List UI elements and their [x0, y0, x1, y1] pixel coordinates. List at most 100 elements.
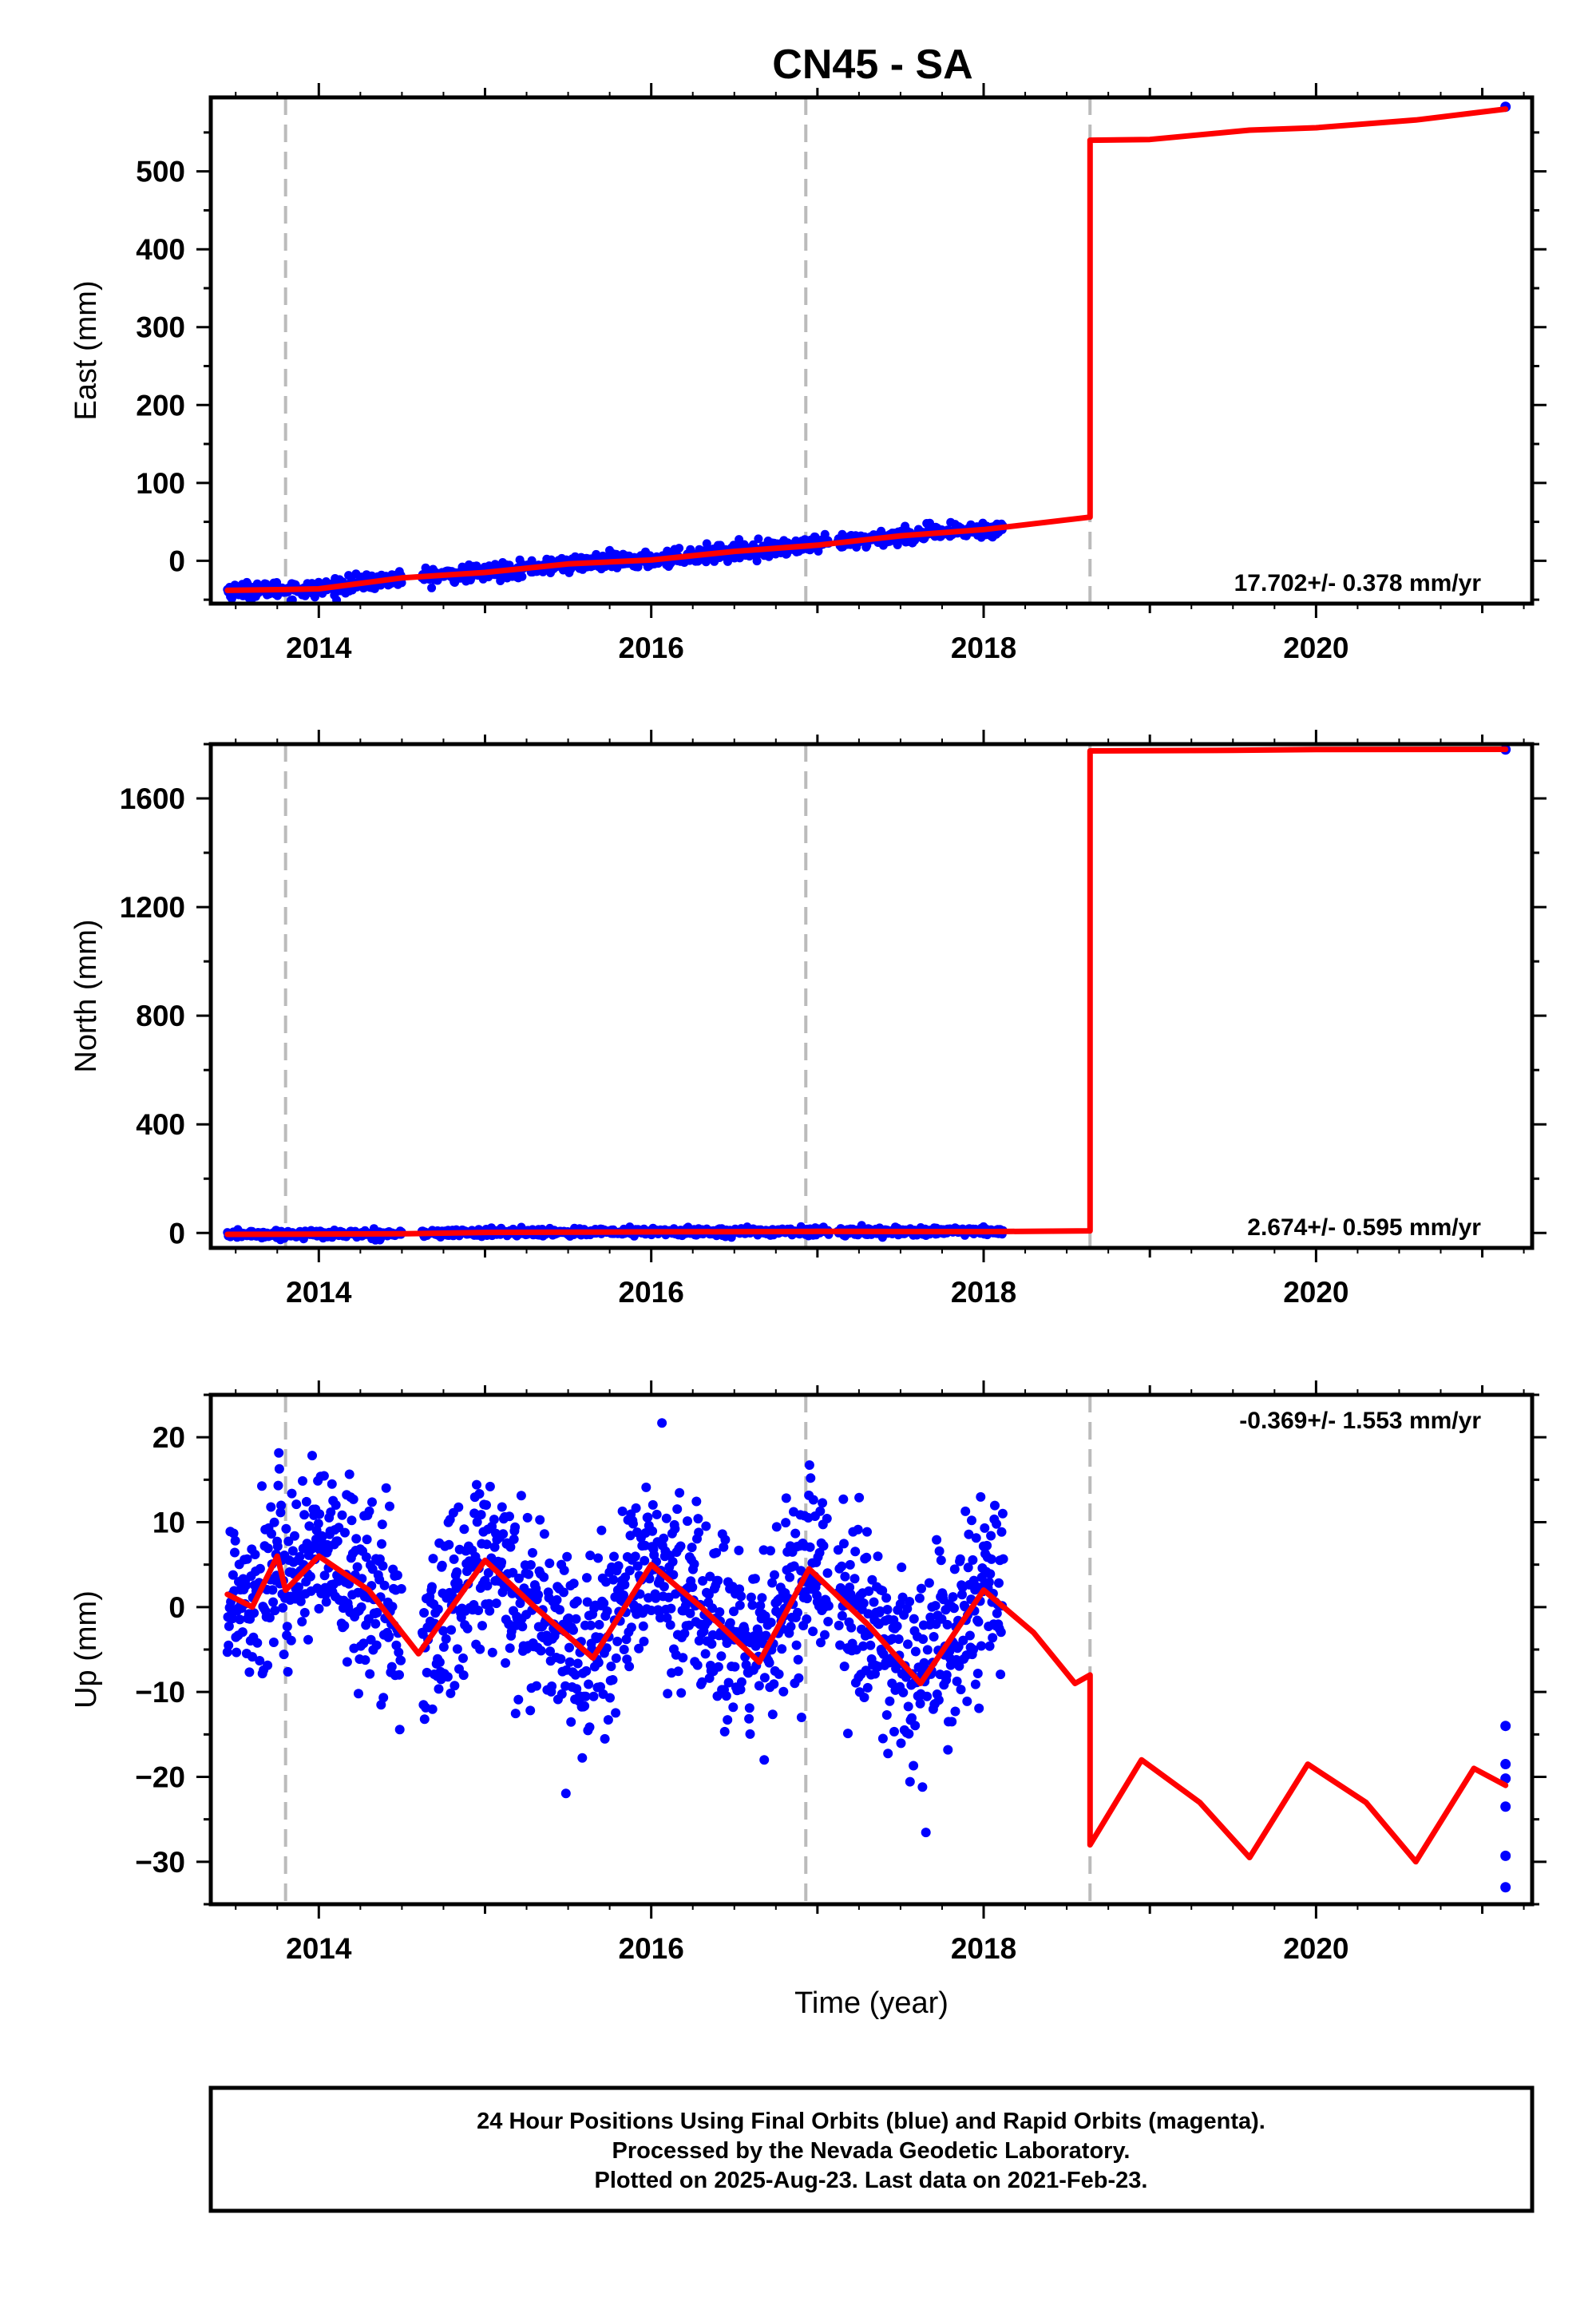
data-point	[736, 1591, 747, 1602]
data-point	[489, 1542, 500, 1552]
data-point	[276, 1500, 287, 1511]
data-point	[963, 1562, 973, 1573]
x-tick-label: 2020	[1283, 632, 1348, 664]
data-point	[267, 1585, 278, 1595]
data-point	[745, 1729, 755, 1739]
data-point	[774, 1669, 784, 1679]
data-point	[560, 1788, 571, 1799]
data-point	[694, 1527, 704, 1538]
data-point	[539, 1529, 549, 1539]
data-point	[764, 1658, 774, 1668]
data-point	[929, 1632, 939, 1642]
data-point	[986, 1531, 996, 1541]
data-points	[222, 1418, 1008, 1838]
data-point	[823, 1617, 834, 1626]
data-point	[372, 1607, 382, 1618]
data-point	[378, 1693, 389, 1703]
data-point	[278, 1602, 288, 1613]
data-point	[274, 1463, 284, 1474]
data-point	[962, 1696, 972, 1706]
data-point	[632, 1561, 643, 1571]
data-point	[676, 1688, 687, 1698]
data-point	[452, 1644, 462, 1654]
x-tick-label: 2020	[1283, 1932, 1348, 1965]
data-point	[834, 1620, 844, 1630]
data-point	[802, 1594, 812, 1604]
data-point	[754, 1681, 764, 1691]
y-tick-label: 0	[168, 545, 185, 577]
data-point	[837, 1561, 847, 1571]
data-point	[525, 1560, 536, 1570]
data-point	[596, 1681, 605, 1692]
up-panel: −30 −20 −10 0 10 20 2014 2016 2018 2020 Up (mm) Tim…	[69, 1380, 1546, 2020]
data-point	[861, 1552, 872, 1562]
data-point	[707, 1639, 717, 1649]
data-point	[990, 1500, 1000, 1511]
data-point	[957, 1590, 967, 1600]
data-point	[915, 1698, 925, 1709]
data-point	[428, 1554, 438, 1564]
data-point	[896, 1738, 906, 1749]
data-point	[964, 1630, 975, 1641]
x-axis-label: Time (year)	[794, 1986, 948, 2020]
data-point	[897, 1562, 907, 1572]
data-point	[422, 1667, 432, 1677]
data-point	[485, 1606, 495, 1616]
data-point	[508, 1567, 518, 1578]
data-point	[791, 1640, 802, 1650]
data-point	[766, 1546, 775, 1556]
data-point	[339, 1621, 350, 1631]
data-point	[581, 1665, 592, 1676]
data-point	[770, 1570, 779, 1580]
data-point	[839, 1662, 849, 1672]
data-point	[986, 1554, 996, 1564]
data-point	[883, 1749, 893, 1759]
data-point	[996, 1627, 1006, 1638]
data-point	[619, 1590, 628, 1600]
data-point	[315, 1509, 325, 1519]
data-point	[268, 1638, 279, 1647]
data-point	[630, 1551, 640, 1562]
data-point	[996, 1669, 1006, 1680]
data-point	[626, 1622, 636, 1633]
data-point	[596, 1525, 607, 1535]
data-point	[730, 1662, 740, 1672]
data-point	[753, 1627, 763, 1638]
data-point	[227, 594, 236, 604]
data-point	[858, 1641, 869, 1651]
data-point	[291, 1499, 302, 1510]
data-point	[941, 1669, 952, 1680]
data-point	[865, 1640, 876, 1650]
data-point	[992, 1608, 1002, 1618]
data-point	[314, 1603, 324, 1614]
data-point	[720, 1535, 731, 1545]
data-point	[744, 1713, 754, 1724]
data-point	[833, 1545, 843, 1555]
data-point	[839, 1539, 849, 1549]
data-point	[319, 1471, 329, 1481]
data-point	[716, 1651, 727, 1662]
data-point	[767, 1709, 778, 1720]
data-point	[608, 1675, 618, 1685]
data-point	[673, 1666, 683, 1677]
data-point	[703, 1590, 714, 1600]
data-point	[305, 1571, 315, 1582]
data-point	[600, 1733, 610, 1744]
data-point	[255, 1563, 265, 1574]
data-point	[483, 1568, 493, 1578]
data-point	[870, 1669, 880, 1679]
data-point	[299, 1510, 310, 1520]
data-point	[562, 1551, 572, 1562]
data-point	[639, 1636, 649, 1646]
data-point	[905, 1597, 915, 1606]
data-point	[719, 1542, 729, 1552]
data-point	[517, 1622, 528, 1632]
data-point	[582, 1573, 592, 1583]
data-point	[584, 1722, 595, 1733]
data-point	[263, 1543, 273, 1554]
data-point	[794, 1673, 804, 1683]
data-point	[972, 1669, 983, 1678]
data-point	[301, 1496, 311, 1507]
y-tick-label: 1600	[120, 782, 185, 815]
data-point	[298, 1475, 307, 1486]
